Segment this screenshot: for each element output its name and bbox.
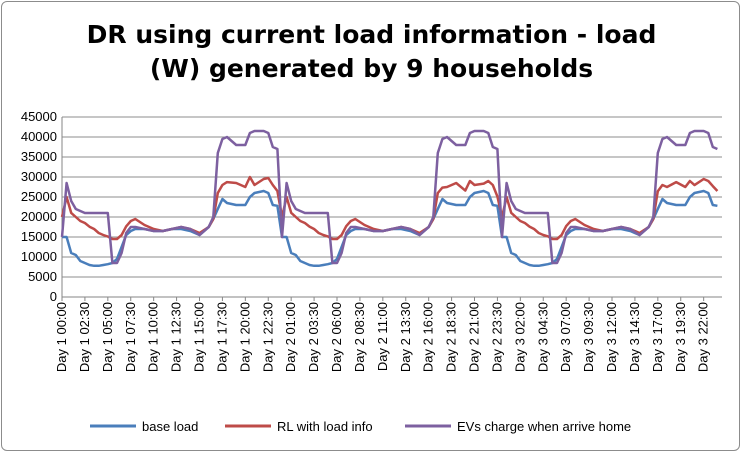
x-tick-label: Day 2 18:30 xyxy=(444,302,459,372)
y-tick-label: 10000 xyxy=(21,249,57,264)
y-axis-tick-labels: 0 5000 10000 15000 20000 25000 30000 35000 40000… xyxy=(21,109,57,304)
x-tick-label: Day 1 00:00 xyxy=(54,302,69,372)
x-tick-label: Day 1 02:30 xyxy=(77,302,92,372)
chart-title-line1: DR using current load information - load xyxy=(86,20,657,49)
legend-label-1: RL with load info xyxy=(277,419,373,434)
legend-label-2: EVs charge when arrive home xyxy=(457,419,631,434)
x-tick-label: Day 1 10:00 xyxy=(146,302,161,372)
x-tick-label: Day 2 23:30 xyxy=(489,302,504,372)
legend-label-0: base load xyxy=(142,419,198,434)
chart-title: DR using current load information - load… xyxy=(0,18,743,86)
series-line-1 xyxy=(60,175,719,241)
y-tick-label: 15000 xyxy=(21,229,57,244)
y-tick-label: 30000 xyxy=(21,169,57,184)
chart-title-line2: (W) generated by 9 households xyxy=(149,54,594,83)
x-tick-label: Day 3 07:00 xyxy=(558,302,573,372)
x-axis-tick-labels: Day 1 00:00 Day 1 02:30 Day 1 05:00 Day 1 0… xyxy=(54,297,711,372)
series-lines xyxy=(60,129,719,268)
x-tick-label: Day 2 01:00 xyxy=(283,302,298,372)
y-tick-label: 40000 xyxy=(21,129,57,144)
x-tick-label: Day 1 05:00 xyxy=(100,302,115,372)
x-tick-label: Day 1 22:30 xyxy=(260,302,275,372)
x-tick-label: Day 3 19:30 xyxy=(673,302,688,372)
x-tick-label: Day 2 06:00 xyxy=(329,302,344,372)
x-tick-label: Day 3 14:30 xyxy=(627,302,642,372)
x-tick-label: Day 1 17:30 xyxy=(214,302,229,372)
y-tick-label: 25000 xyxy=(21,189,57,204)
x-tick-label: Day 2 11:00 xyxy=(375,302,390,371)
legend: base load RL with load info EVs charge whe… xyxy=(90,419,631,434)
x-tick-label: Day 1 15:00 xyxy=(192,302,207,372)
x-tick-label: Day 1 07:30 xyxy=(123,302,138,372)
x-tick-label: Day 2 16:00 xyxy=(421,302,436,372)
x-tick-label: Day 3 12:00 xyxy=(604,302,619,372)
series-line-2 xyxy=(60,129,718,265)
x-tick-label: Day 3 17:00 xyxy=(650,302,665,372)
x-tick-label: Day 1 12:30 xyxy=(169,302,184,372)
x-tick-label: Day 2 21:00 xyxy=(467,302,482,372)
y-tick-label: 35000 xyxy=(21,149,57,164)
x-tick-label: Day 2 08:30 xyxy=(352,302,367,372)
x-tick-label: Day 2 03:30 xyxy=(306,302,321,372)
y-tick-label: 20000 xyxy=(21,209,57,224)
y-tick-label: 0 xyxy=(50,289,57,304)
gridlines xyxy=(62,116,722,278)
x-tick-label: Day 3 04:30 xyxy=(535,302,550,372)
x-tick-label: Day 3 09:30 xyxy=(581,302,596,372)
y-tick-label: 5000 xyxy=(28,269,57,284)
x-tick-label: Day 3 02:00 xyxy=(512,302,527,372)
x-tick-label: Day 3 22:00 xyxy=(696,302,711,372)
y-tick-label: 45000 xyxy=(21,109,57,124)
x-tick-label: Day 1 20:00 xyxy=(237,302,252,372)
x-tick-label: Day 2 13:30 xyxy=(398,302,413,372)
axes xyxy=(61,117,722,298)
